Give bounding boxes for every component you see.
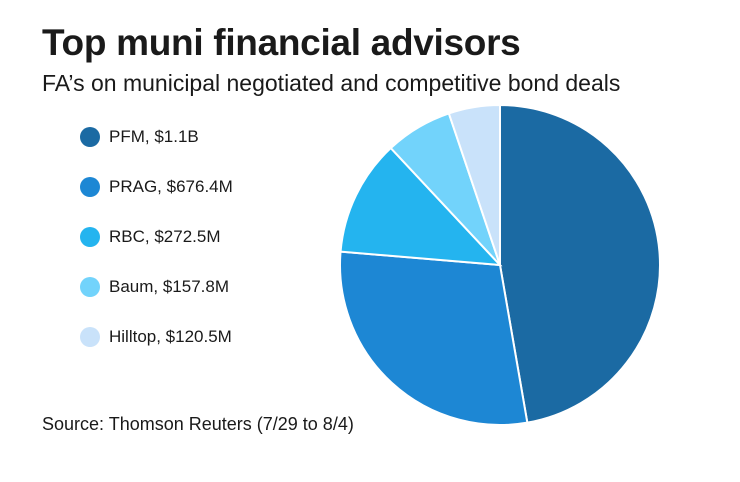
legend-label: PRAG, $676.4M <box>109 177 233 196</box>
legend-label: Baum, $157.8M <box>109 277 230 296</box>
legend-swatch <box>80 327 100 347</box>
pie-slice-pfm <box>499 103 661 424</box>
legend-swatch <box>80 227 100 247</box>
pie-slice-hilltop <box>447 103 501 266</box>
legend-item-rbc: RBC, $272.5M <box>80 224 233 250</box>
pie-slice-rbc <box>339 146 503 267</box>
legend-swatch <box>80 177 100 197</box>
pie-slice-prag <box>339 250 529 426</box>
legend-label: PFM, $1.1B <box>109 127 199 146</box>
chart-subtitle: FA’s on municipal negotiated and competi… <box>42 70 621 96</box>
legend-item-prag: PRAG, $676.4M <box>80 174 233 200</box>
legend-item-pfm: PFM, $1.1B <box>80 124 233 150</box>
legend-swatch <box>80 127 100 147</box>
legend-item-baum: Baum, $157.8M <box>80 274 233 300</box>
legend-label: Hilltop, $120.5M <box>109 327 232 346</box>
source-note: Source: Thomson Reuters (7/29 to 8/4) <box>42 414 354 434</box>
chart-title: Top muni financial advisors <box>42 22 521 63</box>
pie-chart <box>339 103 661 426</box>
legend: PFM, $1.1B PRAG, $676.4M RBC, $272.5M Ba… <box>80 124 233 374</box>
legend-swatch <box>80 277 100 297</box>
legend-label: RBC, $272.5M <box>109 227 221 246</box>
legend-item-hilltop: Hilltop, $120.5M <box>80 324 233 350</box>
